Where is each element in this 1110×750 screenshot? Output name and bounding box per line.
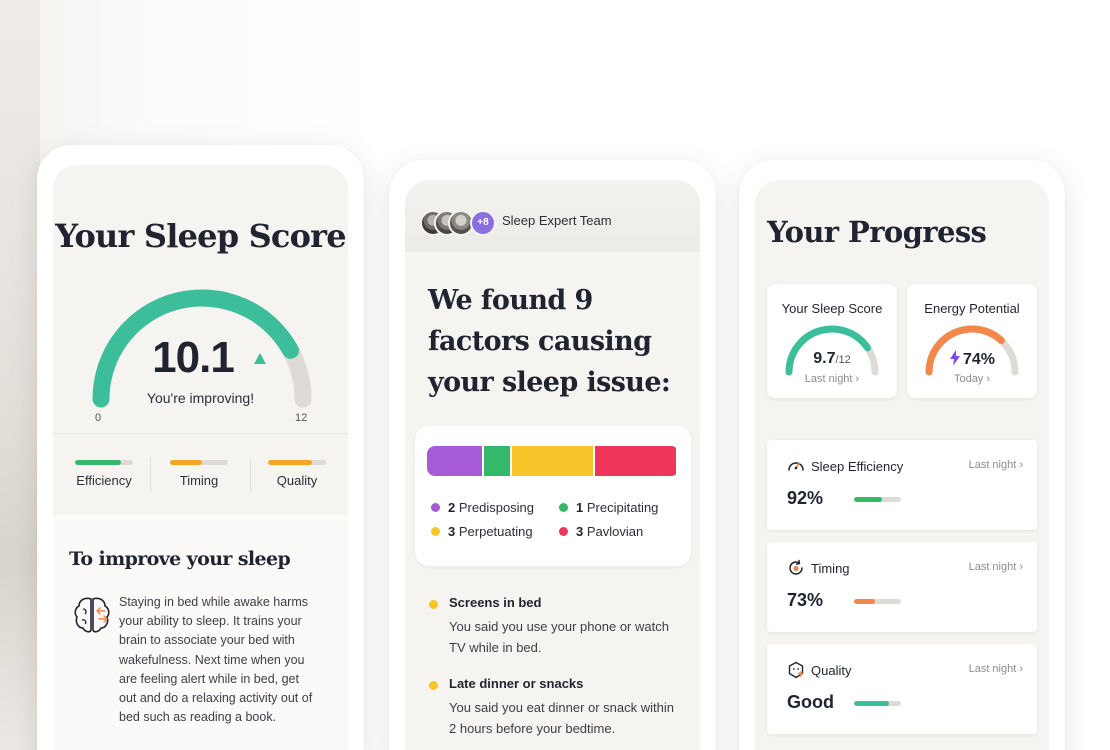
segment-precipitating (482, 446, 511, 476)
card-link[interactable]: Today › (953, 373, 991, 385)
legend-precipitating: 1 Precipitating (559, 500, 658, 515)
sleep-score-phone: Your Sleep Score 10.1 You're improving! … (37, 145, 364, 750)
metric-label: Quality (276, 473, 318, 488)
metric-bar (268, 460, 326, 465)
stat-bar (854, 701, 901, 706)
card-title: Energy Potential (924, 301, 1020, 316)
divider (150, 457, 151, 493)
progress-screen: Your Progress Your Sleep Score 9.7/12 La… (755, 180, 1049, 750)
segment-predisposing (427, 446, 483, 476)
segment-perpetuating (510, 446, 594, 476)
page-title: Your Progress (767, 215, 987, 249)
factor-bullet (429, 681, 438, 690)
legend-dot (559, 527, 568, 536)
section-title: To improve your sleep (69, 548, 291, 570)
timing-card[interactable]: Timing Last night › 73% (767, 542, 1037, 632)
card-value: 9.7/12 (813, 350, 851, 367)
sleep-score-value: 10.1 (152, 333, 235, 382)
legend-pavlovian: 3 Pavlovian (559, 524, 643, 539)
metric-quality[interactable]: Quality (252, 460, 342, 488)
team-label: Sleep Expert Team (502, 213, 612, 228)
factor-title: Late dinner or snacks (449, 676, 584, 691)
gauge-fill (925, 325, 1005, 376)
metric-timing[interactable]: Timing (154, 460, 244, 488)
legend-dot (559, 503, 568, 512)
background-blur (0, 0, 40, 750)
score-trend-text: You're improving! (146, 390, 255, 406)
stat-bar (854, 599, 901, 604)
legend-dot (431, 503, 440, 512)
card-link[interactable]: Last night › (804, 373, 860, 385)
factor-description: You said you eat dinner or snack within … (449, 700, 674, 736)
segment-pavlovian (593, 446, 677, 476)
mini-sleep-gauge (785, 325, 879, 376)
metric-bar (75, 460, 133, 465)
legend-predisposing: 2 Predisposing (431, 500, 534, 515)
stat-title: Timing (811, 561, 850, 576)
stat-link[interactable]: Last night › (968, 459, 1023, 471)
stat-bar (854, 497, 901, 502)
factors-phone: +8 Sleep Expert Team We found 9 factors … (389, 160, 716, 750)
clock-refresh-icon (789, 559, 803, 575)
improve-section: To improve your sleep Staying in bed whi… (53, 515, 348, 750)
lightning-bolt-icon (949, 350, 960, 366)
stat-title: Quality (811, 663, 852, 678)
face-icon (788, 661, 804, 679)
expert-team-bar[interactable]: +8 Sleep Expert Team (405, 180, 700, 252)
legend-dot (431, 527, 440, 536)
avatar (448, 210, 474, 236)
factor-title: Screens in bed (449, 595, 542, 610)
factor-bullet (429, 600, 438, 609)
stat-value: Good (787, 692, 834, 712)
factor-description: You said you use your phone or watch TV … (449, 619, 669, 655)
gauge-min-label: 0 (95, 412, 102, 424)
sleep-score-gauge (92, 289, 312, 408)
divider (250, 457, 251, 493)
brain-icon (74, 597, 110, 633)
quality-card[interactable]: Quality Last night › Good (767, 644, 1037, 734)
gauge-fill (785, 325, 872, 376)
card-title: Your Sleep Score (781, 301, 883, 316)
page-title: We found 9 factors causing your sleep is… (428, 285, 671, 398)
factor-breakdown-card: 2 Predisposing 1 Precipitating 3 Perpetu… (415, 426, 691, 566)
legend-perpetuating: 3 Perpetuating (431, 524, 533, 539)
up-triangle-icon (254, 353, 266, 364)
sleep-score-screen: Your Sleep Score 10.1 You're improving! … (53, 165, 348, 750)
sleep-score-card[interactable]: Your Sleep Score 9.7/12 Last night › (767, 284, 897, 398)
page-title: Your Sleep Score (55, 217, 346, 255)
more-experts-badge: +8 (470, 210, 496, 236)
gauge-max-label: 12 (295, 412, 308, 424)
factor-item[interactable]: Screens in bed You said you use your pho… (429, 595, 679, 658)
energy-potential-card[interactable]: Energy Potential 74% Today › (907, 284, 1037, 398)
factors-screen: +8 Sleep Expert Team We found 9 factors … (405, 180, 700, 750)
stat-link[interactable]: Last night › (968, 561, 1023, 573)
progress-phone: Your Progress Your Sleep Score 9.7/12 La… (739, 160, 1065, 750)
divider (53, 433, 348, 434)
factor-item[interactable]: Late dinner or snacks You said you eat d… (429, 676, 679, 739)
gauge-fill (92, 289, 300, 408)
stat-title: Sleep Efficiency (811, 459, 904, 474)
metric-label: Timing (179, 473, 219, 488)
metric-efficiency[interactable]: Efficiency (59, 460, 149, 488)
improve-body-text: Staying in bed while awake harms your ab… (119, 595, 313, 725)
factor-segment-bar (427, 446, 679, 476)
metric-bar (170, 460, 228, 465)
stat-link[interactable]: Last night › (968, 663, 1023, 675)
mini-energy-gauge (925, 325, 1019, 376)
speedometer-icon (788, 462, 804, 471)
sleep-efficiency-card[interactable]: Sleep Efficiency Last night › 92% (767, 440, 1037, 530)
metric-label: Efficiency (76, 473, 132, 488)
stat-value: 92% (787, 488, 824, 508)
stat-value: 73% (787, 590, 824, 610)
card-value: 74% (907, 350, 1037, 369)
